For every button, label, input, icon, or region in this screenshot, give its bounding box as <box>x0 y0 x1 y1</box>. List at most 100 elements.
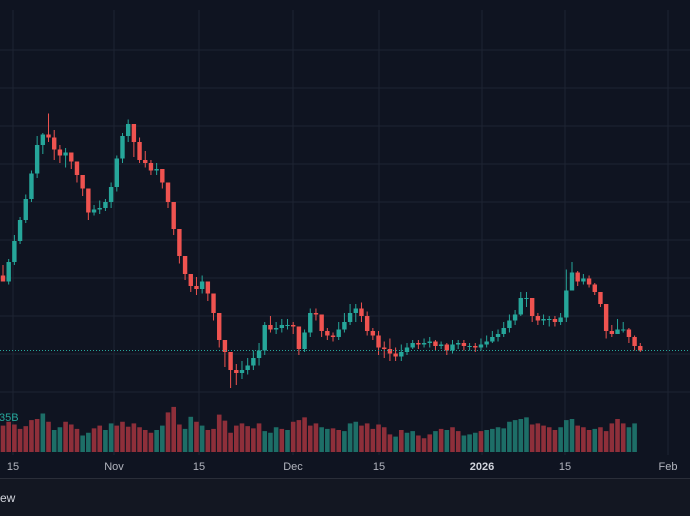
bottom-toolbar: ew <box>0 478 690 516</box>
volume-bar <box>393 436 398 452</box>
candle-body <box>433 341 438 346</box>
candle-body <box>160 169 165 183</box>
candle-body <box>57 149 63 156</box>
volume-bar <box>12 424 17 452</box>
volume-bar <box>245 426 250 452</box>
candle-body <box>347 313 353 322</box>
volume-bar <box>68 424 74 452</box>
candle-body <box>342 322 347 330</box>
volume-bar <box>302 417 307 452</box>
candle-body <box>484 341 489 345</box>
volume-bar <box>177 424 182 452</box>
volume-bar <box>353 421 359 452</box>
volume-bar <box>51 430 57 452</box>
candle-body <box>120 136 125 159</box>
volume-bar <box>160 425 165 452</box>
volume-bar <box>142 430 148 452</box>
candle-body <box>615 329 620 334</box>
candle-body <box>256 350 262 358</box>
candle-body <box>370 331 376 336</box>
volume-bar <box>108 423 114 452</box>
candle-body <box>17 220 23 241</box>
grid-lines <box>0 10 690 455</box>
volume-bar <box>216 414 222 452</box>
candle-body <box>336 329 341 337</box>
volume-bar <box>125 426 131 452</box>
candle-body <box>410 343 415 348</box>
candle-body <box>473 346 478 348</box>
volume-bar <box>251 428 256 452</box>
candle-body <box>262 325 267 351</box>
candle-body <box>501 328 506 334</box>
candle-body <box>217 313 222 340</box>
volume-bar <box>233 425 239 452</box>
volume-bar <box>120 421 125 452</box>
candle-body <box>313 313 319 315</box>
volume-bar <box>421 438 427 452</box>
x-tick-label: 2026 <box>470 461 494 473</box>
candle-body <box>387 349 393 354</box>
bottom-bar-button[interactable]: ew <box>0 491 16 505</box>
candle-body <box>177 229 182 256</box>
volume-bar <box>290 421 296 452</box>
candle-body <box>507 320 512 328</box>
volume-bar <box>0 425 6 452</box>
volume-bar <box>478 431 484 452</box>
volume-bar <box>529 424 535 452</box>
volume-bar <box>74 428 80 452</box>
volume-bar <box>381 427 387 452</box>
candle-body <box>421 343 427 345</box>
candle-body <box>399 352 404 357</box>
volume-bar <box>194 421 199 452</box>
volume-bar <box>364 423 370 452</box>
volume-bar <box>199 425 205 452</box>
volume-bar <box>262 431 268 452</box>
volume-bar <box>80 435 85 452</box>
candle-body <box>12 241 17 262</box>
candlestick-chart[interactable]: 35B 15 Nov 15 Dec 15 2026 15 Feb <box>0 0 690 478</box>
volume-bar <box>472 432 478 452</box>
candle-body <box>199 281 205 289</box>
candle-body <box>222 340 228 352</box>
volume-bar <box>484 430 489 452</box>
candle-body <box>564 290 569 318</box>
candle-body <box>456 343 461 345</box>
candle-body <box>205 281 211 294</box>
candle-body <box>97 208 102 210</box>
x-tick-label: 15 <box>559 461 571 473</box>
volume-bar <box>564 420 569 452</box>
volume-bar <box>586 430 592 452</box>
candle-body <box>69 152 74 162</box>
candle-body <box>438 344 444 346</box>
candle-body <box>495 334 501 337</box>
volume-bar <box>444 430 450 452</box>
candle-body <box>251 358 256 366</box>
candle-body <box>586 278 592 285</box>
volume-bar <box>518 419 524 452</box>
volume-bar <box>222 420 228 452</box>
candle-body <box>427 341 432 343</box>
candle-body <box>165 182 171 202</box>
volume-value-label: 35B <box>0 412 19 424</box>
volume-bar <box>342 431 347 452</box>
volume-bar <box>114 425 120 452</box>
candle-body <box>364 316 370 331</box>
candle-body <box>148 163 154 171</box>
candle-body <box>268 325 273 330</box>
volume-bar <box>581 427 586 452</box>
candle-body <box>285 325 290 326</box>
volume-bar <box>399 430 404 452</box>
volume-bar <box>433 431 438 452</box>
candle-body <box>279 325 285 328</box>
volume-bar <box>256 423 262 452</box>
volume-bar <box>182 428 188 452</box>
candle-body <box>0 275 6 282</box>
volume-bar <box>387 434 393 452</box>
candle-body <box>211 293 216 313</box>
volume-bar <box>501 428 507 452</box>
volume-bar <box>285 430 290 452</box>
volume-bar <box>103 430 108 452</box>
candles <box>0 113 643 388</box>
candle-body <box>569 272 575 291</box>
candle-body <box>575 272 580 282</box>
